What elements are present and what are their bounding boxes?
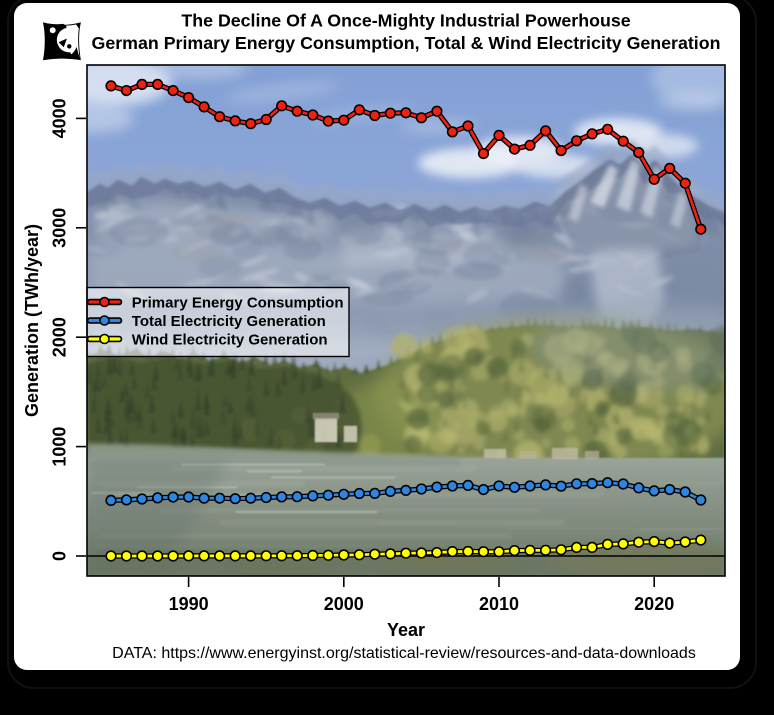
- svg-text:2010: 2010: [479, 594, 519, 614]
- svg-text:1990: 1990: [169, 594, 209, 614]
- svg-text:Generation (TWh/year): Generation (TWh/year): [22, 224, 42, 417]
- svg-text:Primary Energy Consumption: Primary Energy Consumption: [132, 294, 344, 311]
- svg-text:2000: 2000: [50, 317, 70, 357]
- svg-text:Wind Electricity Generation: Wind Electricity Generation: [132, 331, 328, 348]
- svg-text:The Decline Of A Once-Mighty I: The Decline Of A Once-Mighty Industrial …: [181, 10, 630, 30]
- svg-text:1000: 1000: [50, 427, 70, 467]
- svg-text:Year: Year: [387, 620, 425, 640]
- svg-text:4000: 4000: [50, 98, 70, 138]
- svg-text:DATA: https://www.energyinst.o: DATA: https://www.energyinst.org/statist…: [112, 645, 696, 662]
- svg-text:2020: 2020: [634, 594, 674, 614]
- svg-text:0: 0: [50, 551, 70, 561]
- svg-text:Total Electricity Generation: Total Electricity Generation: [132, 313, 326, 330]
- svg-text:3000: 3000: [50, 208, 70, 248]
- svg-text:2000: 2000: [324, 594, 364, 614]
- svg-text:German Primary Energy Consumpt: German Primary Energy Consumption, Total…: [92, 33, 721, 53]
